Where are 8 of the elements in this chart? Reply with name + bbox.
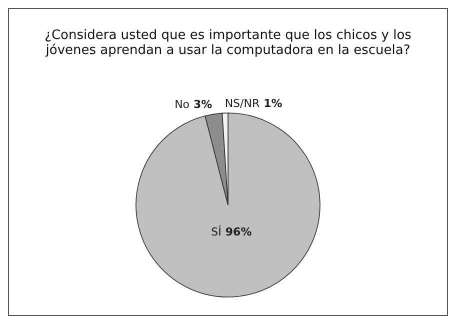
chart-title: ¿Considera usted que es importante que los chicos y los jóvenes aprendan a usar la computadora en la escuela? (44, 28, 412, 58)
data-label: 1% (264, 97, 282, 110)
data-label: 3% (194, 98, 212, 112)
slice-label: SÍ (211, 224, 222, 238)
slice-label: NS/NR (224, 97, 260, 110)
slice-label: No (174, 98, 190, 112)
data-label: 96% (225, 225, 252, 238)
pie-slice (136, 112, 320, 298)
